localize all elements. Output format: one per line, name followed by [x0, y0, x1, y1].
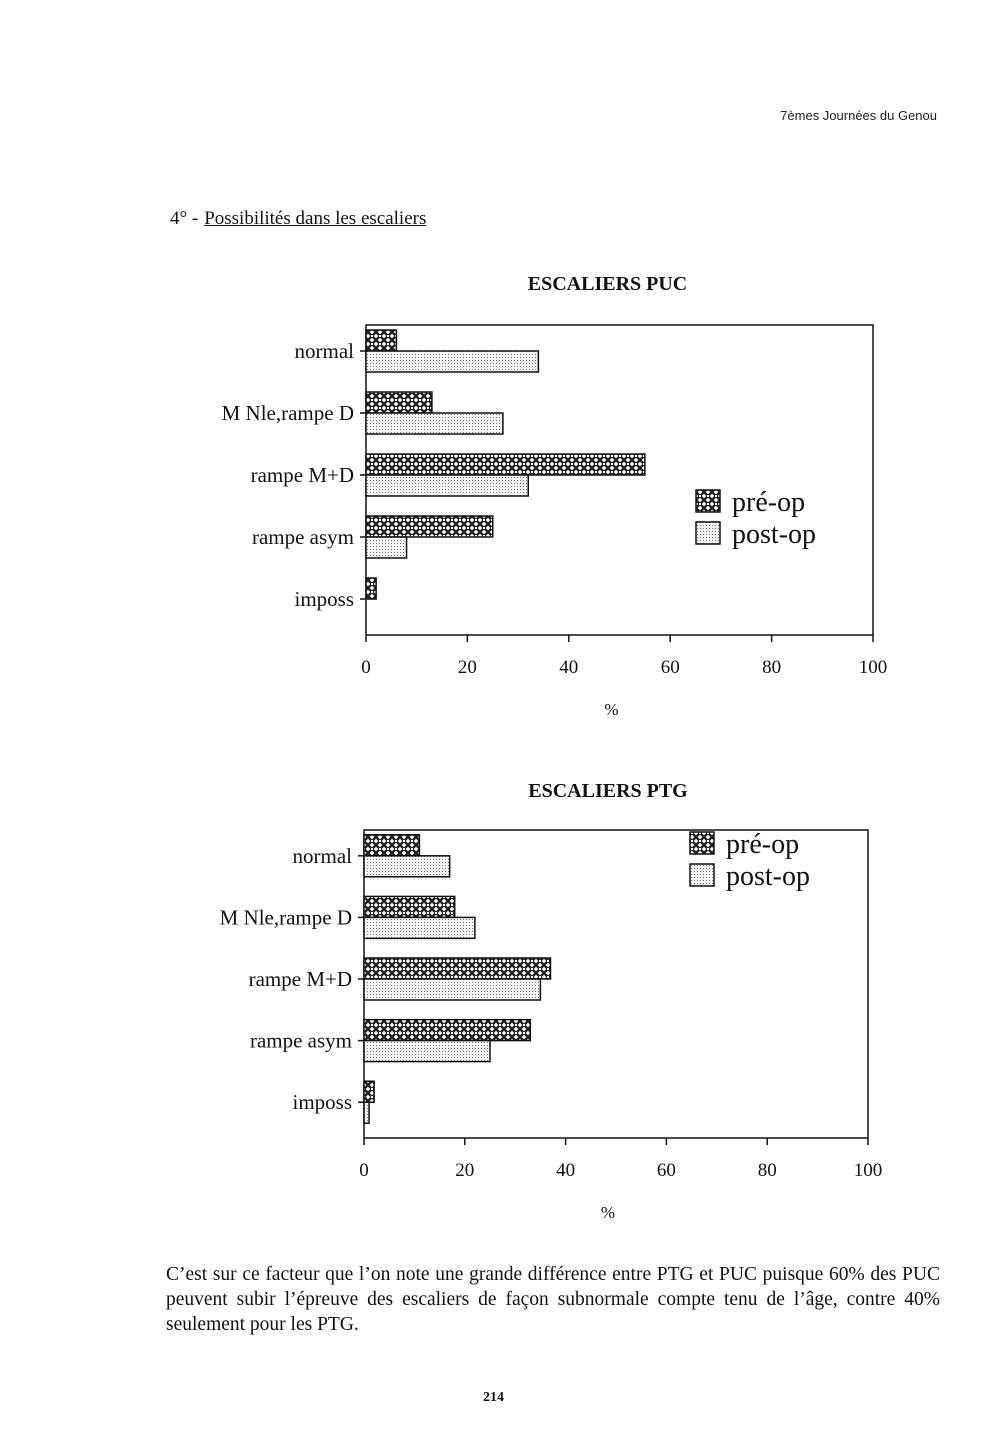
x-tick-label: 60 [657, 1160, 676, 1181]
bar-pre-op [363, 1080, 375, 1103]
bar-pre-op [363, 1018, 532, 1042]
chart-title: ESCALIERS PTG [528, 780, 688, 802]
bar-pre-op [363, 957, 552, 980]
category-label: normal [293, 844, 353, 868]
category-label: rampe asym [252, 525, 354, 549]
legend-label: pré-op [726, 829, 799, 860]
bar-pre-op [365, 391, 433, 414]
category-label: rampe M+D [249, 967, 352, 991]
x-tick-label: 100 [854, 1160, 883, 1181]
category-label: imposs [294, 587, 354, 611]
bar-post-op [363, 1101, 370, 1124]
bar-post-op [363, 1039, 491, 1063]
category-label: rampe M+D [251, 463, 354, 487]
bar-post-op [363, 916, 476, 940]
legend-swatch [689, 831, 715, 855]
x-tick-label: 60 [661, 657, 680, 678]
x-axis-label: % [601, 1203, 615, 1222]
x-tick-label: 20 [458, 657, 477, 678]
x-tick-label: 80 [758, 1160, 777, 1181]
x-tick-label: 40 [559, 657, 578, 678]
chart-escaliers-ptg: ESCALIERS PTG 0 20 40 60 80 100% normal M Nle,ra… [220, 780, 883, 1222]
bar-post-op [365, 350, 540, 373]
bar-pre-op [365, 329, 398, 352]
category-label: M Nle,rampe D [220, 905, 352, 929]
x-tick-label: 40 [556, 1160, 575, 1181]
bar-pre-op [365, 453, 646, 476]
x-axis-label: % [604, 700, 618, 719]
bar-pre-op [365, 577, 377, 600]
body-paragraph: C’est sur ce facteur que l’on note une g… [166, 1264, 940, 1335]
legend-swatch [689, 863, 715, 887]
bar-post-op [363, 978, 542, 1001]
chart-escaliers-puc: ESCALIERS PUC 0 20 40 60 80 100% normal M Nle,ra… [222, 273, 888, 719]
legend-swatch [695, 489, 721, 513]
bar-pre-op [365, 515, 494, 538]
bar-post-op [365, 536, 408, 559]
bar-pre-op [363, 834, 421, 857]
chart-title: ESCALIERS PUC [528, 273, 687, 295]
x-tick-label: 80 [762, 657, 781, 678]
page-number: 214 [483, 1390, 504, 1405]
legend-label: post-op [726, 861, 810, 892]
category-label: M Nle,rampe D [222, 401, 354, 425]
running-header: 7èmes Journées du Genou [780, 108, 937, 123]
bar-post-op [365, 474, 529, 497]
x-tick-label: 20 [455, 1160, 474, 1181]
legend-label: post-op [732, 519, 816, 550]
x-tick-label: 0 [359, 1160, 369, 1181]
category-label: normal [295, 339, 355, 363]
bar-post-op [363, 855, 451, 878]
section-heading: 4° - Possibilités dans les escaliers [170, 208, 426, 230]
section-title: Possibilités dans les escaliers [204, 208, 427, 229]
legend-swatch [695, 521, 721, 545]
bar-pre-op [363, 895, 456, 919]
x-tick-label: 0 [361, 657, 371, 678]
category-label: imposs [292, 1090, 352, 1114]
bar-post-op [365, 412, 504, 435]
x-tick-label: 100 [859, 657, 888, 678]
legend-label: pré-op [732, 487, 805, 518]
category-label: rampe asym [250, 1029, 352, 1053]
section-number: 4° - [170, 208, 199, 229]
